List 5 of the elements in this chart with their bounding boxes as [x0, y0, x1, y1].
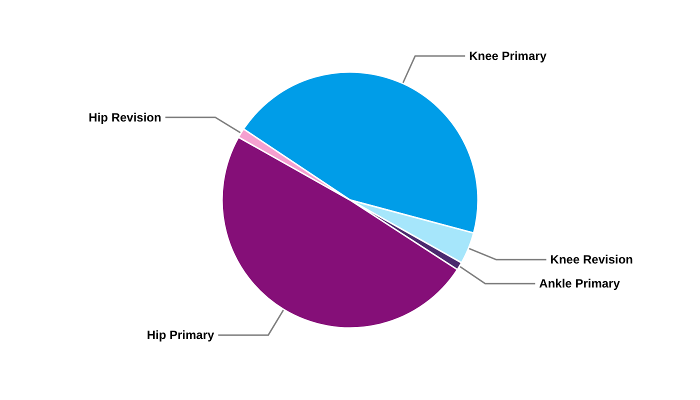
slice-label: Knee Revision [550, 252, 634, 267]
slice-label: Knee Primary [469, 49, 547, 64]
slice-label: Hip Primary [146, 328, 215, 342]
slice-label: Ankle Primary [539, 276, 620, 291]
slice-label: Hip Revision [88, 110, 162, 124]
